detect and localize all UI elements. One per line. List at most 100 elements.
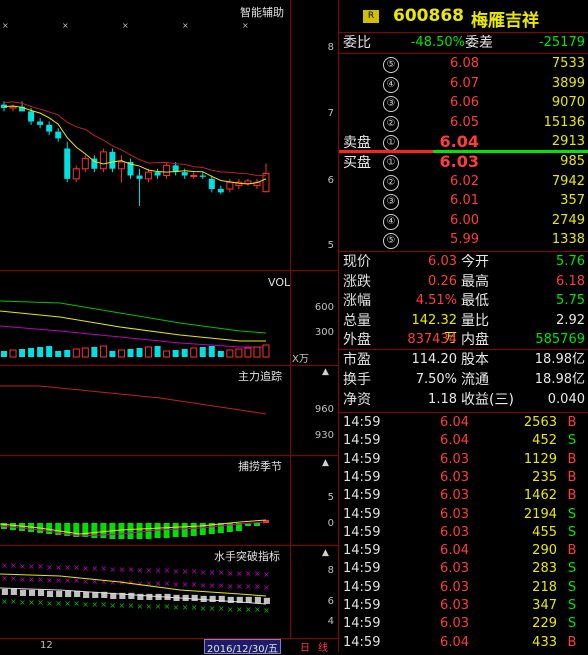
sell-level-row[interactable]: ② 6.05 15136: [339, 114, 588, 132]
shuishou-marker: ×: [64, 576, 71, 585]
vol-tick-600: 600: [314, 302, 334, 313]
level-volume: 1338: [551, 232, 585, 247]
shuishou-marker: ×: [209, 581, 216, 590]
tick-time: 14:59: [343, 579, 381, 595]
shuishou-marker: ×: [164, 566, 171, 575]
buy-level-row[interactable]: ④ 6.00 2749: [339, 212, 588, 230]
period-line-tab[interactable]: 线: [318, 643, 328, 654]
buolao-bar: [253, 523, 260, 526]
shuishou-marker: ■: [191, 593, 199, 602]
stat-label: 换手: [343, 372, 371, 388]
shuishou-marker: ×: [218, 604, 225, 613]
buolao-bar: [199, 523, 206, 535]
buolao-bar: [181, 523, 188, 537]
tick-volume: 290: [532, 543, 557, 559]
shuishou-marker: ×: [100, 577, 107, 586]
buolao-bar: [64, 523, 71, 536]
tick-price: 6.03: [440, 506, 469, 522]
shuishou-marker: ×: [263, 570, 270, 579]
level-price: 6.05: [450, 114, 479, 130]
volume-bar: [262, 344, 270, 358]
shuishou-marker: ■: [82, 590, 90, 599]
stat-row: 外盘 837434 内盘 585769: [339, 331, 588, 349]
buy-level-row[interactable]: ② 6.02 7942: [339, 173, 588, 191]
pane-collapse-arrow[interactable]: ▲: [322, 548, 329, 558]
buolao-bar: [226, 523, 233, 532]
shuishou-marker: ×: [164, 579, 171, 588]
shuishou-marker: ■: [73, 589, 81, 598]
shuishou-marker: ×: [263, 606, 270, 615]
sell-level-row[interactable]: ① 6.04 2913: [339, 133, 588, 151]
shuishou-marker: ×: [227, 582, 234, 591]
shuishou-marker: ×: [100, 564, 107, 573]
sell-level-row[interactable]: ⑤ 6.08 7533: [339, 55, 588, 73]
shuishou-marker: ■: [245, 595, 253, 604]
shuishou-marker: ×: [82, 564, 89, 573]
buy-level-row[interactable]: ③ 6.01 357: [339, 192, 588, 210]
tick-time: 14:59: [343, 451, 381, 467]
sell-label: 卖盘: [343, 135, 371, 151]
level-price: 6.03: [439, 152, 479, 171]
buy-strength-bar: [433, 150, 588, 153]
buolao-bar: [190, 523, 197, 536]
volume-bar: [163, 350, 171, 358]
volume-bar: [99, 345, 107, 358]
tick-volume: 347: [532, 598, 557, 613]
shuishou-marker: ×: [155, 602, 162, 611]
sell-level-row[interactable]: ③ 6.06 9070: [339, 94, 588, 112]
stat-label: 收益(三): [461, 392, 514, 408]
sell-level-row[interactable]: ④ 6.07 3899: [339, 75, 588, 93]
shuishou-marker: ×: [173, 603, 180, 612]
level-price: 6.01: [450, 193, 479, 208]
shuishou-marker: ■: [127, 591, 135, 600]
buolao-pane-title: 捕捞季节: [238, 460, 282, 473]
marker-x: ×: [62, 21, 69, 30]
tick-side: B: [567, 543, 577, 559]
weicha-label: 委差: [465, 35, 493, 51]
tick-time: 14:59: [343, 634, 381, 650]
kline-chart-area[interactable]: 智能辅助 8 7 6 5 × × × × × VOL 600 300 X万 ▲ 主力追踪…: [0, 0, 338, 655]
tick-row: 14:59 6.03 1129 B: [339, 451, 588, 469]
zhuli-tick-930: 930: [314, 430, 334, 441]
shuishou-marker: ×: [146, 579, 153, 588]
buy-level-row[interactable]: ⑤ 5.99 1338: [339, 231, 588, 249]
marker-x: ×: [182, 21, 189, 30]
pane-collapse-arrow[interactable]: ▲: [322, 367, 329, 377]
shuishou-marker: ■: [209, 594, 217, 603]
candle-body: [19, 106, 26, 112]
sell-strength-bar: [339, 150, 433, 153]
buolao-bar: [163, 523, 170, 538]
volume-bar: [127, 349, 134, 357]
tick-price: 6.04: [440, 433, 469, 449]
stat-label: 现价: [343, 254, 371, 270]
candle-body: [163, 164, 171, 176]
tick-row: 14:59 6.03 283 S: [339, 560, 588, 578]
shuishou-marker: ×: [200, 604, 207, 613]
shuishou-marker: ×: [218, 568, 225, 577]
buy-level-row[interactable]: ① 6.03 985: [339, 153, 588, 171]
level-number: ③: [383, 194, 399, 210]
level-volume: 3899: [551, 75, 585, 91]
period-day-tab[interactable]: 日: [300, 643, 310, 654]
volume-bar: [19, 349, 26, 357]
volume-bar: [37, 347, 44, 357]
tick-row: 14:59 6.04 290 B: [339, 542, 588, 560]
shuishou-marker: ×: [91, 577, 98, 586]
pane-collapse-arrow[interactable]: ▲: [322, 458, 329, 468]
volume-bar: [91, 347, 98, 357]
weicha-value: -25179: [538, 35, 585, 50]
shuishou-marker: ×: [182, 603, 189, 612]
shuishou-marker: ×: [137, 579, 144, 588]
shuishou-marker: ×: [55, 576, 62, 585]
shuishou-marker: ×: [55, 563, 62, 572]
stock-header: R 600868 梅雁吉祥: [339, 0, 588, 32]
volume-bar: [208, 346, 215, 357]
shuishou-marker: ×: [37, 562, 44, 571]
stat-value: 142.32万: [411, 312, 458, 346]
shuishou-marker: ×: [28, 575, 35, 584]
stat-label: 量比: [461, 312, 489, 329]
shuishou-marker: ■: [1, 587, 9, 596]
level-number: ①: [383, 155, 399, 171]
volume-bar: [181, 349, 188, 357]
marker-x: ×: [2, 21, 9, 30]
